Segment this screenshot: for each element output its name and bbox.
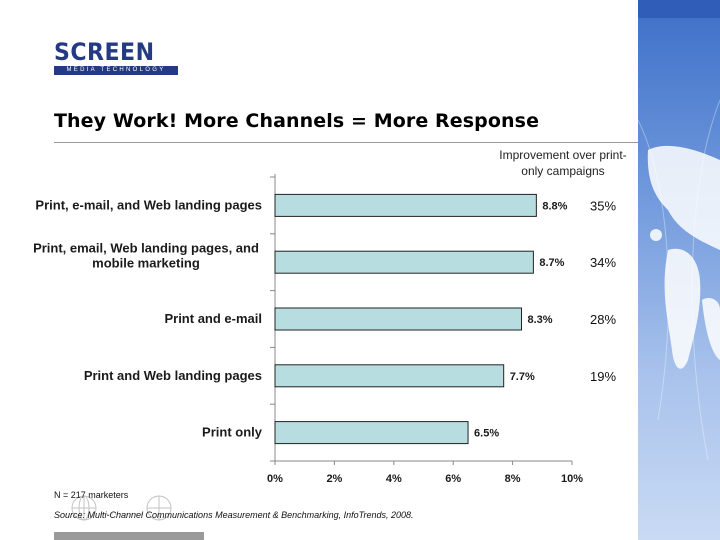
category-label-line: Print, email, Web landing pages, and <box>33 241 259 256</box>
logo-wordmark: SCREEN <box>54 38 155 66</box>
category-label: Print and Web landing pages <box>84 368 262 383</box>
bar-value-label: 8.3% <box>528 314 553 326</box>
bar-value-label: 6.5% <box>474 428 499 440</box>
bar-value-label: 7.7% <box>510 371 535 383</box>
x-tick-label: 8% <box>505 473 521 485</box>
improvement-value: 28% <box>590 312 616 327</box>
x-tick-label: 6% <box>445 473 461 485</box>
bar <box>274 421 469 445</box>
bar <box>274 193 537 217</box>
bar-value-label: 8.8% <box>542 200 567 212</box>
x-tick-label: 4% <box>386 473 402 485</box>
sample-size-note: N = 217 marketers <box>54 490 129 500</box>
logo-tagline: MEDIA TECHNOLOGY <box>54 66 178 75</box>
source-citation: Source: Multi-Channel Communications Mea… <box>54 510 414 520</box>
world-map-icon <box>638 99 720 461</box>
improvement-heading: Improvement over print-only campaigns <box>499 148 627 178</box>
footer-bar <box>54 532 204 540</box>
bar <box>274 250 534 274</box>
logo: SCREEN MEDIA TECHNOLOGY <box>54 38 180 75</box>
bar <box>274 364 505 388</box>
category-label: Print, email, Web landing pages, and mobi… <box>33 241 259 271</box>
category-label-line: Print and Web landing pages <box>84 368 262 383</box>
x-tick-label: 0% <box>267 473 283 485</box>
x-tick-label: 2% <box>326 473 342 485</box>
page-title: They Work! More Channels = More Response <box>54 110 540 132</box>
title-divider <box>54 142 638 143</box>
category-label-line: Print, e-mail, and Web landing pages <box>35 197 262 212</box>
x-tick-label: 10% <box>561 473 583 485</box>
bar-value-label: 8.7% <box>539 257 564 269</box>
bar <box>274 307 523 331</box>
category-label-line: Print only <box>202 425 263 440</box>
panel-top-strip <box>638 0 720 18</box>
improvement-value: 35% <box>590 198 616 213</box>
category-label: Print and e-mail <box>164 311 262 326</box>
category-label: Print only <box>202 425 263 440</box>
category-label: Print, e-mail, and Web landing pages <box>35 197 262 212</box>
category-label-line: Print and e-mail <box>164 311 262 326</box>
improvement-value: 19% <box>590 369 616 384</box>
globe-watermark-icon <box>71 495 172 521</box>
world-map-panel <box>638 0 720 540</box>
category-label-line: mobile marketing <box>92 256 200 271</box>
improvement-value: 34% <box>590 255 616 270</box>
